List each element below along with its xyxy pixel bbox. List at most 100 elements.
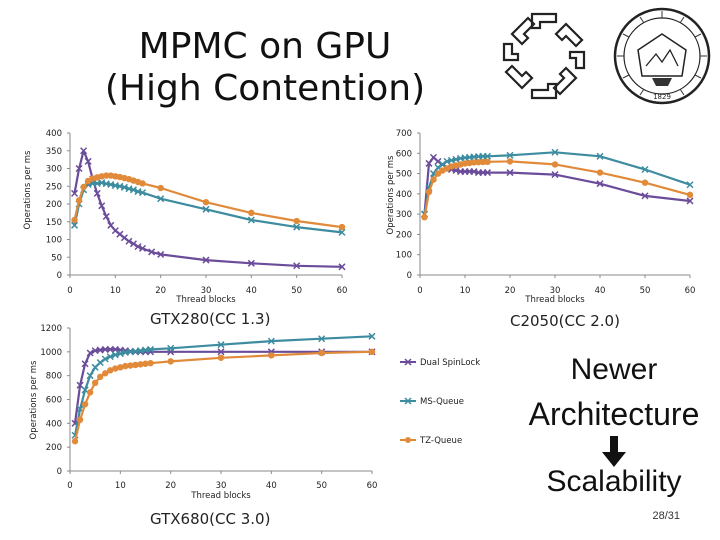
y-tick-label: 0 [57,467,62,477]
data-point-tz [368,348,376,356]
y-tick-label: 200 [46,200,62,210]
data-point-tz [112,365,119,372]
caption-gtx280: GTX280(CC 1.3) [150,310,271,328]
data-point-tz [484,158,491,166]
data-point-tz [421,213,428,221]
data-point-ms [483,152,492,160]
data-point-dual [134,243,142,251]
legend-label: Dual SpinLock [420,358,480,368]
data-point-tz [71,438,79,445]
x-tick-label: 20 [155,286,166,296]
data-point-ms [116,350,124,358]
y-tick-label: 100 [46,236,62,246]
data-point-tz [268,352,275,359]
data-point-dual [86,349,94,357]
y-tick-label: 800 [46,372,62,382]
data-point-ms [96,359,104,367]
x-tick-label: 10 [460,286,471,296]
y-tick-label: 500 [396,170,412,180]
down-arrow-icon [602,436,626,467]
y-tick-label: 100 [396,251,412,261]
data-point-tz [248,209,255,217]
data-point-dual [98,202,106,210]
legend-swatch-marker [404,358,412,366]
data-point-ms [157,195,165,203]
data-point-dual [434,157,442,165]
x-axis-label: Thread blocks [524,295,585,305]
data-point-ms [167,344,175,352]
data-point-dual [80,147,88,155]
data-point-dual [71,189,79,197]
data-point-tz [127,362,134,369]
data-point-tz [97,373,104,381]
x-tick-label: 10 [115,481,126,491]
data-point-dual [425,159,433,167]
data-point-tz [425,188,433,196]
data-point-dual [686,197,694,205]
y-axis-label: Operations per ms [386,155,396,235]
data-point-ms [338,228,346,236]
data-point-ms [71,221,79,229]
chart-1: 0 10 20 30 40 50 600100200300400500600700Threa… [386,129,695,305]
page-number: 28/31 [652,510,680,522]
data-point-tz [147,359,154,367]
data-point-tz [76,416,84,423]
data-point-tz [217,354,225,361]
y-tick-label: 400 [46,129,62,139]
data-point-dual [338,263,346,271]
x-tick-label: 0 [67,481,72,491]
y-tick-label: 150 [46,218,62,228]
data-point-tz [318,349,325,357]
x-tick-label: 50 [316,481,327,491]
data-point-tz [80,183,87,191]
series-line-tz [423,160,691,218]
data-point-tz [142,360,149,367]
x-tick-label: 20 [165,481,176,491]
legend-item-ms: MS-Queue [400,397,464,407]
data-point-ms [506,151,514,159]
y-tick-label: 600 [396,149,412,159]
data-point-ms [318,335,326,343]
data-point-dual [293,262,301,270]
legend-item-dual: Dual SpinLock [400,358,480,368]
data-point-ms [596,152,604,160]
legend-swatch-marker [405,437,411,443]
side-scalability: Scalability [546,465,682,498]
data-point-tz [293,217,300,225]
data-point-tz [71,216,78,224]
y-tick-label: 300 [396,210,412,220]
seal-year: 1829 [653,93,671,101]
x-tick-label: 40 [595,286,606,296]
x-tick-label: 30 [550,286,561,296]
y-tick-label: 600 [46,396,62,406]
data-point-tz [475,159,482,166]
y-tick-label: 50 [51,253,62,263]
y-tick-label: 700 [396,129,412,139]
x-tick-label: 0 [67,286,72,296]
data-point-tz [202,199,210,206]
data-point-dual [75,164,83,173]
x-tick-label: 40 [266,481,277,491]
data-point-tz [157,184,164,192]
data-point-dual [93,189,101,197]
y-tick-label: 200 [46,443,62,453]
data-point-ms [438,160,447,168]
data-point-ms [217,341,225,349]
x-tick-label: 40 [246,286,257,296]
data-point-ms [147,345,155,353]
data-point-dual [641,192,649,200]
seal-logo: 1829 [613,7,711,105]
data-point-dual [148,248,156,256]
y-tick-label: 1000 [40,348,62,358]
data-point-ms [202,205,210,213]
data-point-ms [368,332,376,340]
data-point-dual [506,169,514,177]
series-line-dual [73,348,372,424]
data-point-dual [139,244,147,252]
side-newer: Newer [570,353,658,386]
x-tick-label: 50 [640,286,651,296]
data-point-ms [686,181,694,189]
data-point-tz [434,170,442,177]
legend-label: MS-Queue [420,397,464,407]
